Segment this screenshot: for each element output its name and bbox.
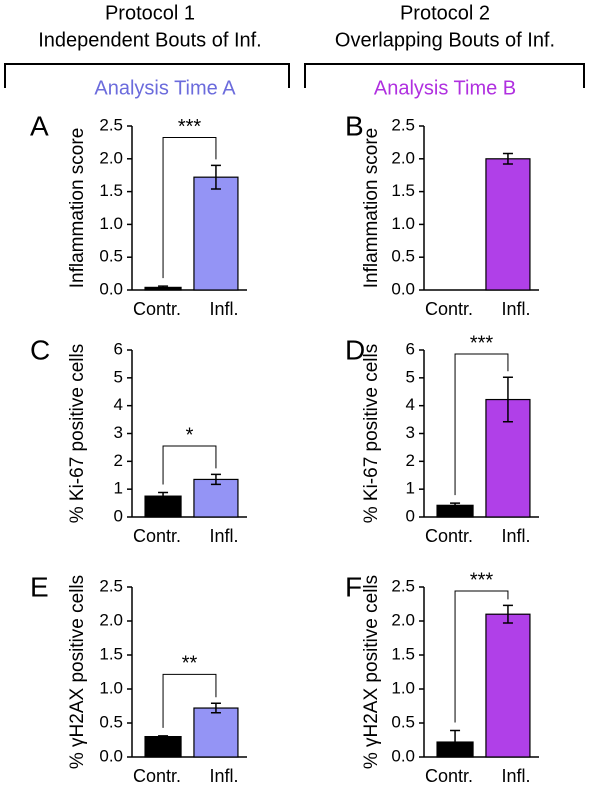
x-tick-label: Contr. bbox=[133, 526, 181, 546]
bar bbox=[193, 478, 239, 518]
y-tick-label: 0.0 bbox=[99, 746, 123, 765]
y-tick-label: 1.5 bbox=[391, 181, 415, 200]
y-axis-label: % γH2AX positive cells bbox=[361, 575, 382, 769]
y-tick-label: 2.5 bbox=[391, 115, 415, 134]
y-tick-label: 2.0 bbox=[99, 148, 123, 167]
significance-label: *** bbox=[470, 569, 494, 591]
analysis-label: Analysis Time B bbox=[374, 77, 516, 99]
significance-label: ** bbox=[182, 653, 198, 675]
y-axis-label: % γH2AX positive cells bbox=[67, 575, 88, 769]
x-tick-label: Infl. bbox=[501, 299, 530, 319]
y-tick-label: 5 bbox=[114, 367, 123, 386]
significance-bracket bbox=[454, 353, 509, 496]
x-tick-label: Contr. bbox=[425, 526, 473, 546]
y-tick-label: 2 bbox=[406, 451, 415, 470]
y-tick-label: 2.0 bbox=[391, 148, 415, 167]
y-tick-label: 1.0 bbox=[391, 214, 415, 233]
y-axis-label: % Ki-67 positive cells bbox=[361, 344, 382, 524]
analysis-label: Analysis Time A bbox=[94, 77, 236, 99]
error-bar bbox=[158, 285, 169, 290]
x-tick-label: Contr. bbox=[425, 766, 473, 786]
panel-label: F bbox=[345, 571, 362, 602]
bar bbox=[485, 613, 531, 758]
bar bbox=[193, 707, 239, 758]
error-bar bbox=[450, 729, 461, 755]
significance-bracket bbox=[162, 673, 217, 728]
error-bar bbox=[502, 152, 513, 165]
y-tick-label: 1.5 bbox=[99, 181, 123, 200]
error-bar bbox=[210, 473, 221, 486]
y-tick-label: 2.0 bbox=[99, 610, 123, 629]
y-tick-label: 0.0 bbox=[391, 746, 415, 765]
y-axis-label: Inflammation score bbox=[67, 128, 88, 289]
bar bbox=[193, 176, 239, 291]
y-tick-label: 0.5 bbox=[99, 712, 123, 731]
significance-label: *** bbox=[470, 332, 494, 354]
panel-label: C bbox=[30, 334, 50, 365]
x-tick-label: Infl. bbox=[209, 766, 238, 786]
y-tick-label: 0.0 bbox=[391, 279, 415, 298]
y-tick-label: 2.5 bbox=[99, 115, 123, 134]
significance-label: * bbox=[186, 424, 194, 446]
y-tick-label: 0.5 bbox=[391, 712, 415, 731]
panel-label: E bbox=[30, 571, 49, 602]
error-bar bbox=[502, 376, 513, 423]
error-bar bbox=[502, 604, 513, 624]
y-tick-label: 2.0 bbox=[391, 610, 415, 629]
y-tick-label: 3 bbox=[114, 423, 123, 442]
significance-label: *** bbox=[178, 116, 202, 138]
y-tick-label: 1.5 bbox=[391, 644, 415, 663]
significance-bracket bbox=[162, 445, 217, 485]
panel-label: A bbox=[30, 110, 49, 141]
y-tick-label: 1.0 bbox=[391, 678, 415, 697]
protocol-title: Protocol 2 bbox=[400, 2, 490, 24]
y-tick-label: 0.0 bbox=[99, 279, 123, 298]
y-tick-label: 0 bbox=[406, 506, 415, 525]
y-tick-label: 4 bbox=[406, 395, 415, 414]
y-tick-label: 2.5 bbox=[99, 576, 123, 595]
y-tick-label: 2 bbox=[114, 451, 123, 470]
y-tick-label: 5 bbox=[406, 367, 415, 386]
error-bar bbox=[210, 702, 221, 714]
y-axis-label: % Ki-67 positive cells bbox=[67, 344, 88, 524]
bar bbox=[144, 735, 182, 758]
x-tick-label: Infl. bbox=[209, 526, 238, 546]
y-tick-label: 0.5 bbox=[391, 247, 415, 266]
y-tick-label: 6 bbox=[114, 339, 123, 358]
x-tick-label: Infl. bbox=[209, 299, 238, 319]
panel-label: D bbox=[345, 334, 365, 365]
x-tick-label: Contr. bbox=[425, 299, 473, 319]
y-tick-label: 1 bbox=[114, 479, 123, 498]
y-tick-label: 6 bbox=[406, 339, 415, 358]
error-bar bbox=[158, 491, 169, 501]
y-tick-label: 1.0 bbox=[99, 678, 123, 697]
y-tick-label: 0.5 bbox=[99, 247, 123, 266]
x-tick-label: Contr. bbox=[133, 299, 181, 319]
y-tick-label: 2.5 bbox=[391, 576, 415, 595]
error-bar bbox=[158, 735, 169, 739]
y-tick-label: 3 bbox=[406, 423, 415, 442]
y-tick-label: 4 bbox=[114, 395, 123, 414]
protocol-description: Overlapping Bouts of Inf. bbox=[335, 29, 555, 51]
y-axis-label: Inflammation score bbox=[361, 128, 382, 289]
error-bar bbox=[210, 164, 221, 190]
y-tick-label: 1.0 bbox=[99, 214, 123, 233]
panel-label: B bbox=[345, 110, 364, 141]
significance-bracket bbox=[162, 136, 217, 279]
y-tick-label: 1 bbox=[406, 479, 415, 498]
x-tick-label: Contr. bbox=[133, 766, 181, 786]
group-bracket bbox=[304, 63, 585, 88]
x-tick-label: Infl. bbox=[501, 766, 530, 786]
protocol-title: Protocol 1 bbox=[105, 2, 195, 24]
y-tick-label: 1.5 bbox=[99, 644, 123, 663]
bar bbox=[485, 158, 531, 291]
y-tick-label: 0 bbox=[114, 506, 123, 525]
x-tick-label: Infl. bbox=[501, 526, 530, 546]
group-bracket bbox=[4, 63, 290, 88]
error-bar bbox=[450, 502, 461, 509]
significance-bracket bbox=[454, 590, 509, 723]
protocol-description: Independent Bouts of Inf. bbox=[38, 29, 262, 51]
